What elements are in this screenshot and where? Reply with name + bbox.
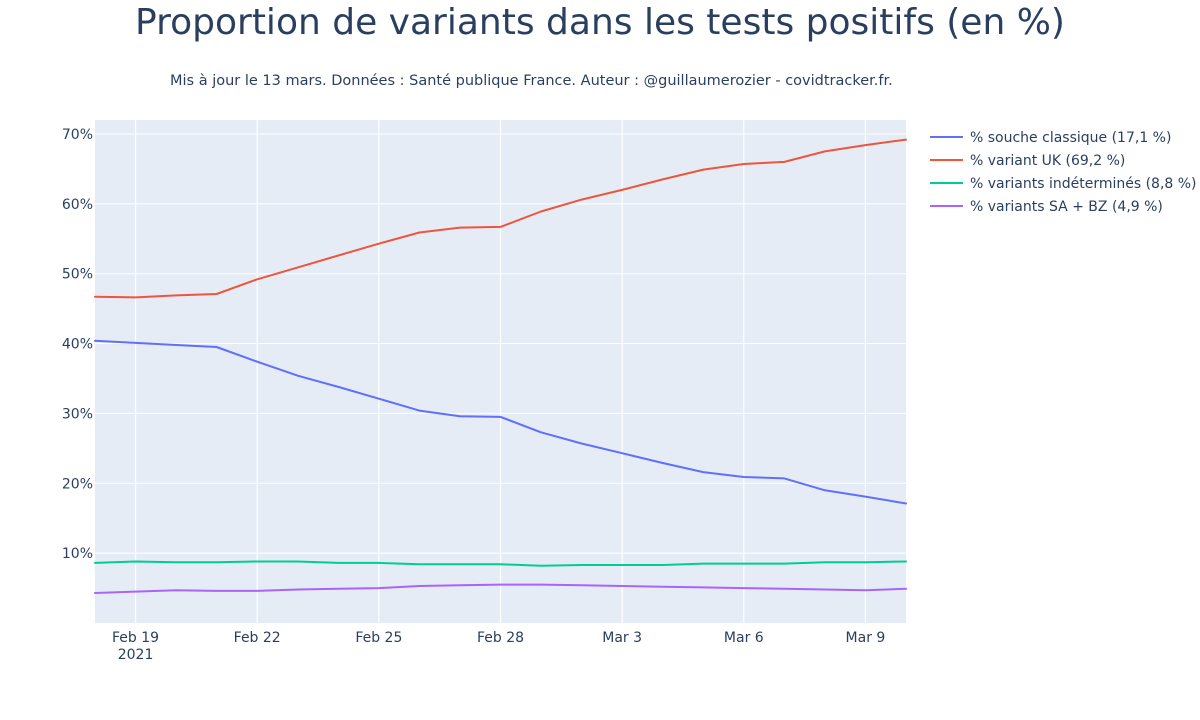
- x-tick-label: Feb 25: [355, 630, 402, 646]
- x-tick-label: Feb 22: [234, 630, 281, 646]
- x-tick-label: Mar 9: [846, 630, 886, 646]
- y-tick-label: 50%: [62, 267, 93, 283]
- y-axis-tick-labels: 10% 20% 30% 40% 50% 60% 70%: [62, 127, 93, 562]
- legend-item[interactable]: % variants indéterminés (8,8 %): [930, 176, 1197, 192]
- horizontal-gridlines: [95, 133, 906, 554]
- y-tick-label: 40%: [62, 337, 93, 353]
- series-line: [94, 560, 907, 567]
- x-tick-label: Mar 6: [724, 630, 764, 646]
- chart-title: Proportion de variants dans les tests po…: [135, 2, 1065, 43]
- legend-label: % variants SA + BZ (4,9 %): [970, 199, 1163, 215]
- x-tick-label: Mar 3: [602, 630, 642, 646]
- legend-label: % souche classique (17,1 %): [970, 130, 1171, 146]
- chart-subtitle: Mis à jour le 13 mars. Données : Santé p…: [170, 73, 893, 89]
- legend-item[interactable]: % souche classique (17,1 %): [930, 130, 1171, 146]
- legend-label: % variant UK (69,2 %): [970, 153, 1125, 169]
- x-tick-sublabel: 2021: [118, 647, 154, 663]
- series-line: [94, 138, 907, 299]
- y-tick-label: 70%: [62, 127, 93, 143]
- series-lines: [94, 138, 907, 594]
- y-tick-label: 10%: [62, 546, 93, 562]
- legend-item[interactable]: % variant UK (69,2 %): [930, 153, 1125, 169]
- legend-item[interactable]: % variants SA + BZ (4,9 %): [930, 199, 1163, 215]
- x-tick-label: Feb 28: [477, 630, 524, 646]
- y-tick-label: 30%: [62, 406, 93, 422]
- legend-label: % variants indéterminés (8,8 %): [970, 176, 1197, 192]
- series-line: [94, 583, 907, 594]
- legend[interactable]: % souche classique (17,1 %) % variant UK …: [930, 130, 1197, 215]
- y-tick-label: 20%: [62, 476, 93, 492]
- series-line: [94, 339, 907, 505]
- y-tick-label: 60%: [62, 197, 93, 213]
- x-tick-label: Feb 19: [112, 630, 159, 646]
